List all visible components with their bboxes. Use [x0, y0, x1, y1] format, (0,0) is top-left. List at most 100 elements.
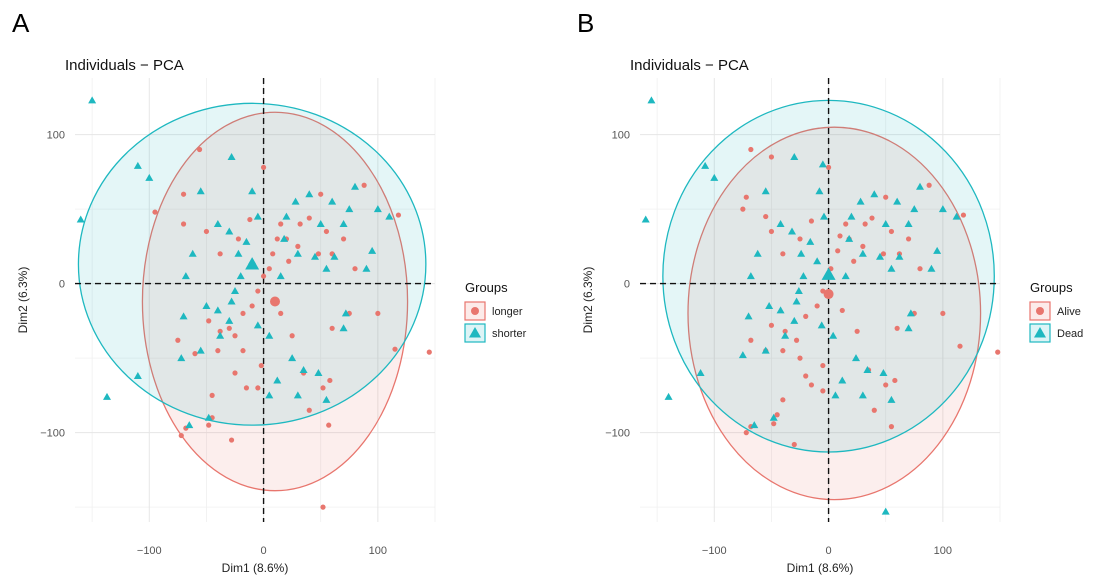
data-point: [323, 228, 330, 235]
data-point: [852, 354, 860, 362]
data-point: [753, 249, 762, 257]
data-point: [88, 96, 97, 104]
data-point: [797, 355, 803, 361]
y-tick-label: −100: [605, 428, 630, 440]
legend-label: Dead: [1057, 328, 1083, 340]
data-point: [255, 385, 261, 391]
legend: Groups Alive Dead: [1029, 280, 1083, 343]
data-point: [276, 272, 285, 280]
data-point: [838, 376, 847, 384]
x-tick-label: 100: [934, 545, 952, 557]
legend-marker: [1036, 307, 1044, 315]
data-point: [320, 385, 326, 391]
data-point: [876, 252, 884, 260]
y-tick-label: 0: [624, 279, 630, 291]
data-point: [297, 221, 303, 227]
data-point: [871, 407, 877, 413]
chart-title: Individuals − PCA: [630, 57, 749, 74]
series-dead: [641, 96, 961, 515]
data-point: [228, 437, 235, 443]
data-point: [995, 349, 1001, 355]
data-point: [858, 391, 867, 399]
x-tick-label: −100: [137, 545, 162, 557]
data-point: [862, 221, 868, 227]
series-longer: [152, 146, 432, 510]
data-point: [888, 228, 895, 235]
data-point: [196, 146, 203, 153]
data-point: [881, 507, 890, 515]
data-point: [799, 272, 808, 280]
data-point: [813, 257, 822, 265]
data-point: [133, 161, 142, 169]
data-point: [330, 252, 339, 260]
data-point: [769, 413, 778, 421]
data-point: [851, 258, 857, 264]
data-point: [291, 197, 300, 205]
data-point: [814, 303, 820, 309]
data-point: [818, 160, 827, 168]
data-point: [265, 331, 274, 339]
data-point: [270, 251, 276, 257]
data-point: [881, 220, 890, 228]
x-tick-label: −100: [702, 545, 727, 557]
data-point: [345, 205, 354, 213]
data-point: [192, 351, 198, 357]
data-point: [750, 421, 759, 429]
data-point: [776, 220, 785, 228]
data-point: [203, 228, 210, 235]
data-point: [181, 272, 190, 280]
data-point: [180, 221, 187, 227]
y-tick-label: 100: [47, 130, 65, 142]
data-point: [664, 392, 673, 400]
data-point: [879, 369, 888, 377]
data-point: [797, 249, 806, 257]
data-point: [858, 249, 867, 257]
data-point: [887, 395, 896, 403]
data-point: [258, 362, 264, 369]
data-point: [196, 187, 205, 195]
data-point: [320, 504, 326, 510]
data-point: [339, 220, 348, 228]
data-point: [701, 161, 710, 169]
x-tick-label: 100: [369, 545, 387, 557]
data-point: [217, 251, 223, 257]
panel-b: B −100 0 100 −100 0 100 Individuals − PCA Dim1 …: [547, 0, 1094, 575]
data-point: [952, 212, 961, 220]
data-point: [761, 187, 770, 195]
data-point: [202, 301, 211, 309]
data-point: [841, 272, 850, 280]
data-point: [774, 412, 780, 418]
data-point: [352, 266, 358, 272]
data-point: [940, 310, 946, 317]
data-point: [322, 264, 331, 272]
series-shorter: [76, 96, 394, 429]
y-tick-label: −100: [40, 428, 65, 440]
data-point: [328, 197, 337, 205]
data-point: [771, 421, 777, 427]
data-point: [340, 236, 347, 242]
data-point: [904, 324, 913, 332]
data-point: [761, 346, 770, 354]
data-point: [179, 312, 188, 320]
data-point: [395, 212, 402, 218]
y-axis-label: Dim2 (6.3%): [581, 267, 595, 334]
data-point: [957, 343, 963, 349]
pca-plot-b: −100 0 100 −100 0 100 Individuals − PCA Dim1 (8…: [581, 57, 1083, 575]
legend-title: Groups: [1030, 280, 1073, 295]
legend-marker: [469, 327, 481, 338]
data-point: [791, 441, 797, 448]
data-point: [854, 328, 860, 334]
x-tick-label: 0: [826, 545, 832, 557]
panel-a: A −100 0 100 −100 0 100 Individuals − PCA Dim1 …: [12, 8, 527, 575]
data-point: [314, 369, 323, 377]
data-point: [247, 216, 253, 223]
data-point: [315, 251, 322, 257]
data-point: [373, 205, 382, 213]
data-point: [845, 234, 854, 242]
legend-marker: [1034, 327, 1046, 338]
data-point: [232, 333, 238, 339]
data-point: [647, 96, 656, 104]
data-point: [227, 152, 236, 160]
data-point: [216, 331, 225, 339]
data-point: [803, 313, 809, 319]
